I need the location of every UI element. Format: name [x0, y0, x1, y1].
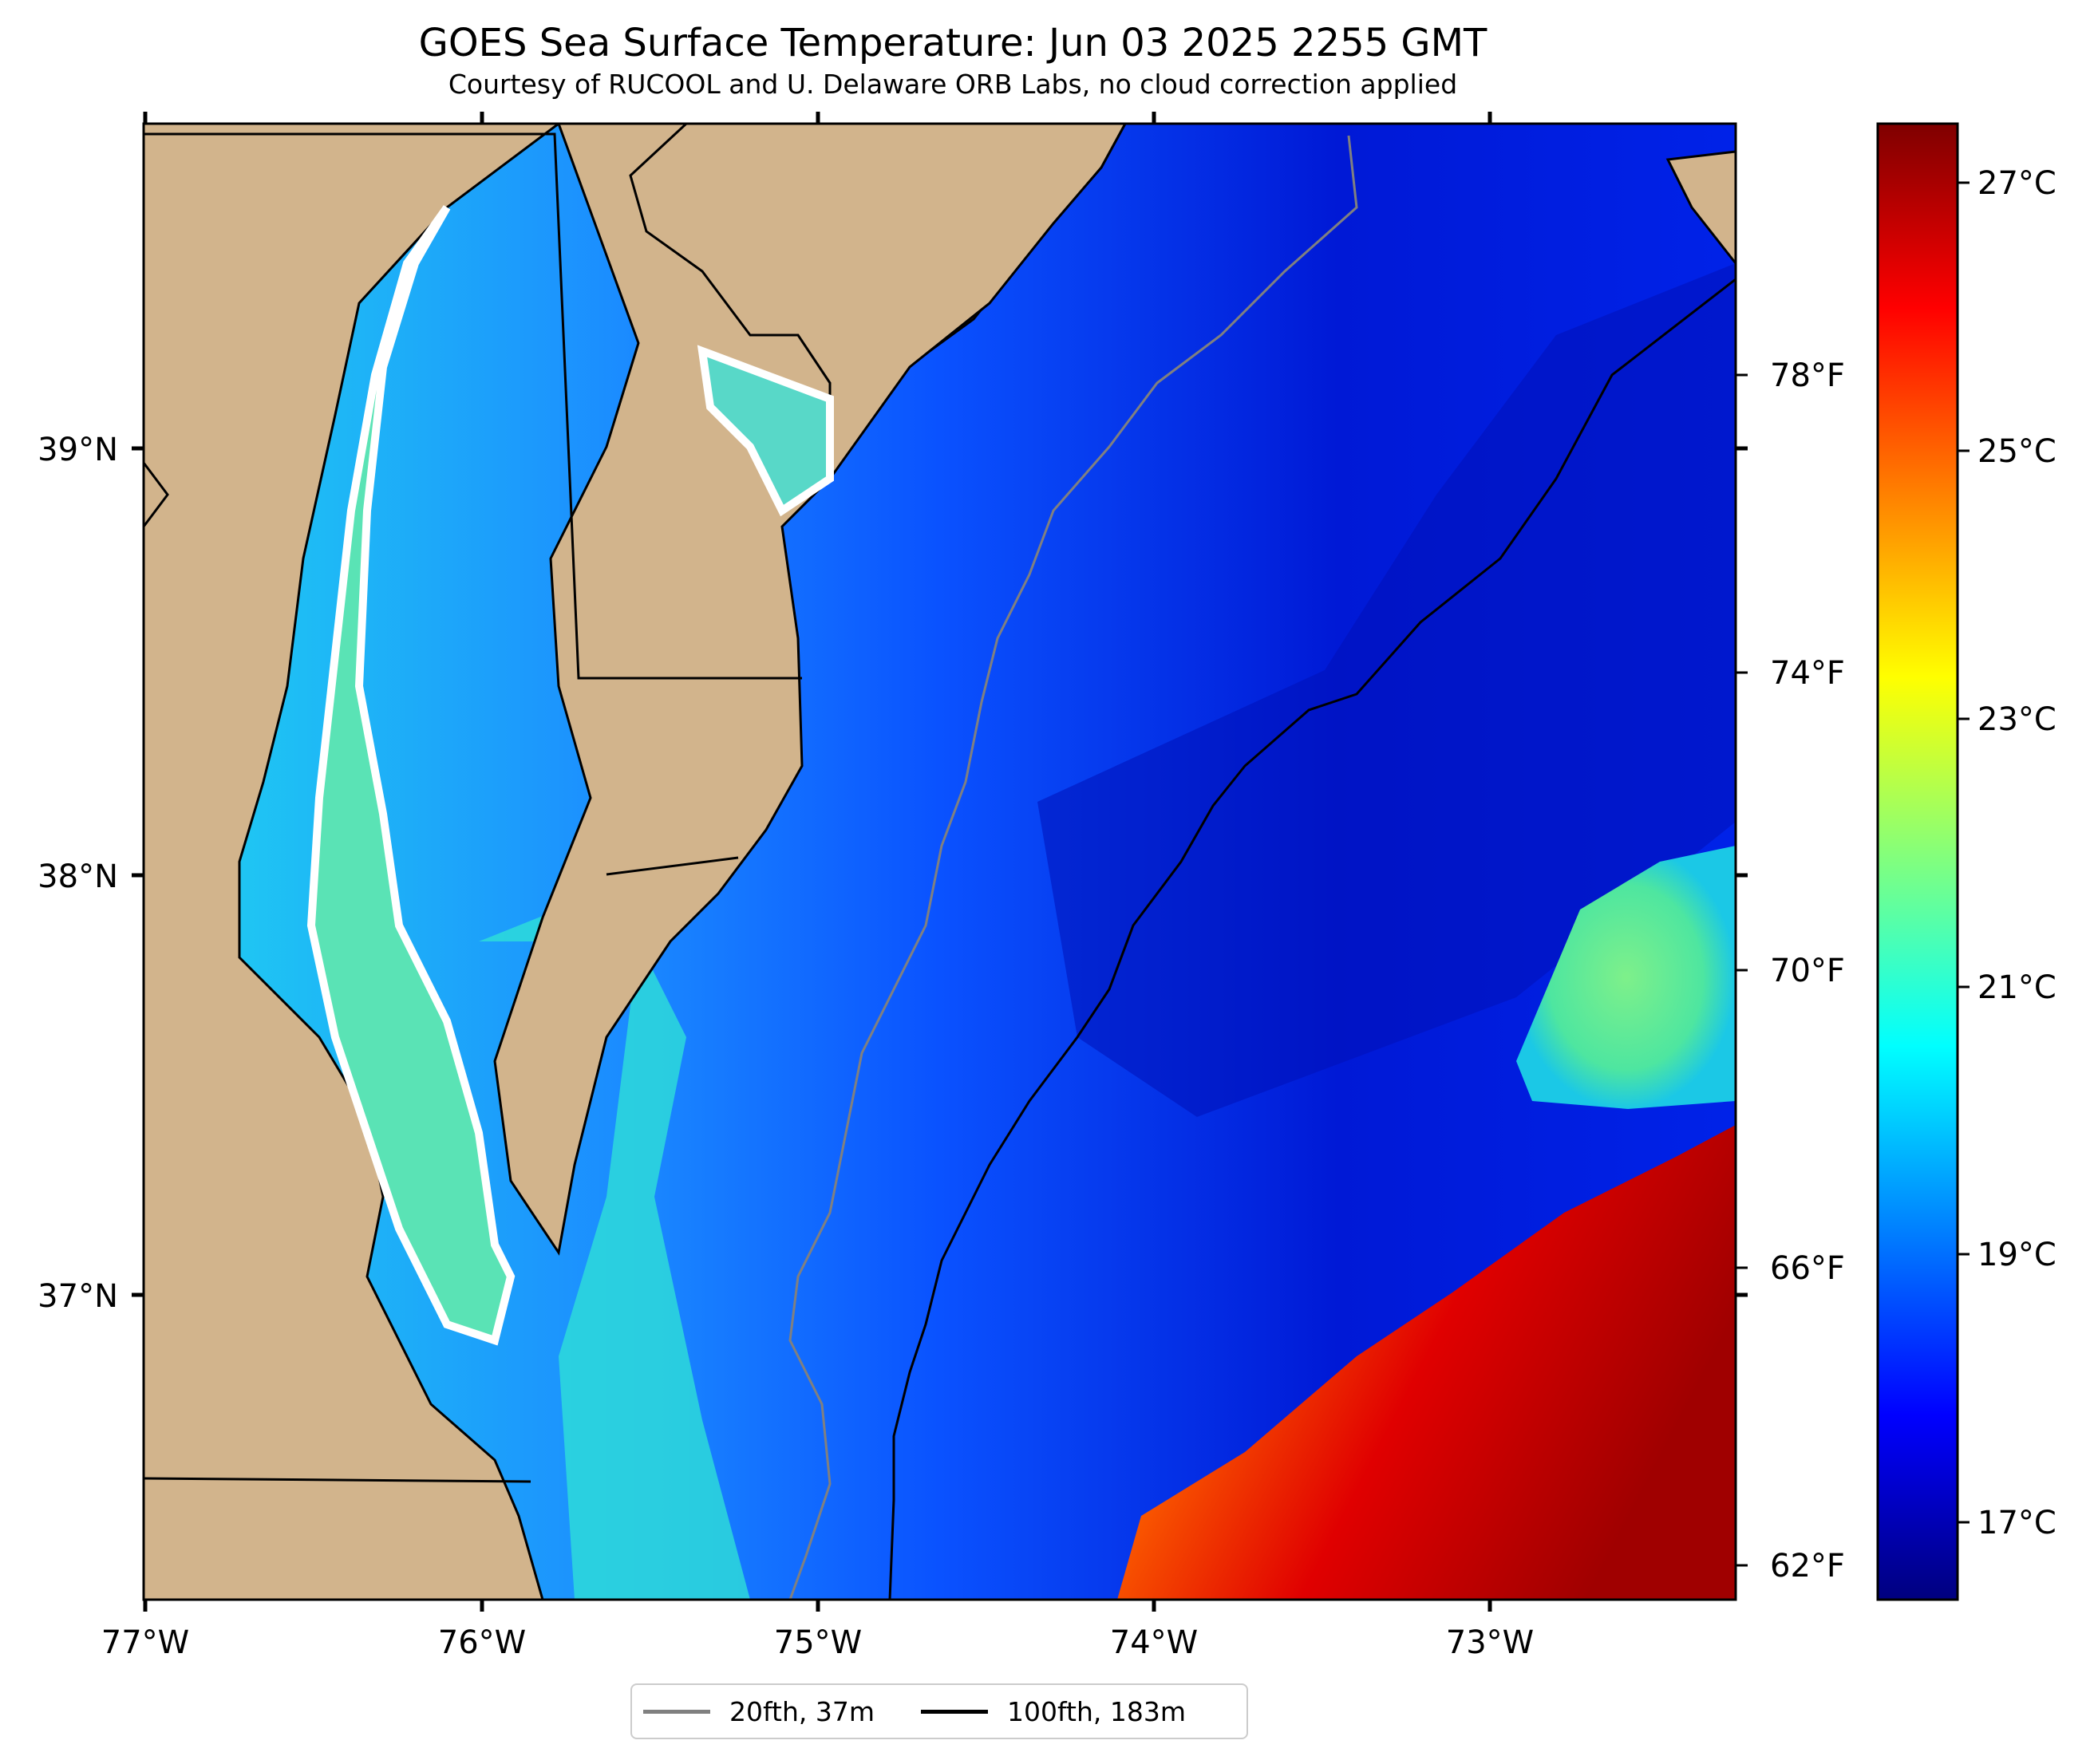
- isobath-20fth: [788, 135, 1358, 1600]
- warm-eddy: [1516, 846, 1736, 1109]
- celsius-tick-label: 17°C: [1977, 1505, 2056, 1541]
- long-island: [1665, 150, 1736, 266]
- colorbar-gradient: [1876, 122, 1959, 1601]
- celsius-tick-label: 23°C: [1977, 701, 2056, 738]
- latitude-labels: 39°N 38°N 37°N: [38, 432, 118, 1315]
- isobath-legend: 20fth, 37m 100fth, 183m: [630, 1683, 1248, 1739]
- celsius-tick-label: 27°C: [1977, 165, 2056, 202]
- legend-label: 20fth, 37m: [729, 1695, 875, 1727]
- colorbar: 17°C 19°C 21°C 23°C 25°C 27°C 62°F 66°F …: [1736, 122, 2056, 1601]
- celsius-tick-label: 21°C: [1977, 969, 2056, 1006]
- lon-label: 75°W: [774, 1624, 862, 1661]
- latitude-ticks: [132, 446, 1748, 1297]
- state-borders: [144, 132, 802, 1483]
- gulf-stream: [1117, 1125, 1736, 1600]
- map-area: [144, 124, 1736, 1600]
- legend-item-20fth: 20fth, 37m: [643, 1696, 875, 1727]
- western-shore-land: [144, 124, 561, 1600]
- lon-label: 73°W: [1446, 1624, 1534, 1661]
- page-title: GOES Sea Surface Temperature: Jun 03 202…: [418, 21, 1487, 65]
- fahrenheit-tick-label: 62°F: [1770, 1548, 1845, 1584]
- celsius-tick-label: 25°C: [1977, 433, 2056, 470]
- page-subtitle: Courtesy of RUCOOL and U. Delaware ORB L…: [448, 69, 1458, 100]
- legend-line-black: [921, 1709, 988, 1714]
- coastal-warm-water: [479, 910, 750, 1600]
- longitude-ticks: [143, 112, 1492, 1612]
- legend-label: 100fth, 183m: [1007, 1695, 1186, 1727]
- fahrenheit-tick-label: 78°F: [1770, 357, 1845, 394]
- longitude-labels: 77°W 76°W 75°W 74°W 73°W: [101, 1624, 1534, 1661]
- delaware-bay: [697, 345, 834, 517]
- lat-label: 37°N: [38, 1278, 118, 1315]
- map-frame: [142, 122, 1737, 1601]
- fahrenheit-tick-label: 66°F: [1770, 1250, 1845, 1287]
- lon-label: 77°W: [101, 1624, 189, 1661]
- isobath-100fth: [888, 278, 1736, 1600]
- fahrenheit-tick-label: 74°F: [1770, 655, 1845, 692]
- cold-band: [1037, 263, 1736, 1117]
- lat-label: 39°N: [38, 432, 118, 468]
- lon-label: 74°W: [1110, 1624, 1198, 1661]
- legend-item-100fth: 100fth, 183m: [921, 1696, 1186, 1727]
- celsius-tick-label: 19°C: [1977, 1237, 2056, 1273]
- fahrenheit-tick-label: 70°F: [1770, 953, 1845, 989]
- chesapeake-bay: [306, 205, 516, 1346]
- lon-label: 76°W: [438, 1624, 526, 1661]
- legend-line-gray: [643, 1709, 710, 1714]
- delmarva-peninsula: [493, 124, 1127, 1256]
- lat-label: 38°N: [38, 858, 118, 895]
